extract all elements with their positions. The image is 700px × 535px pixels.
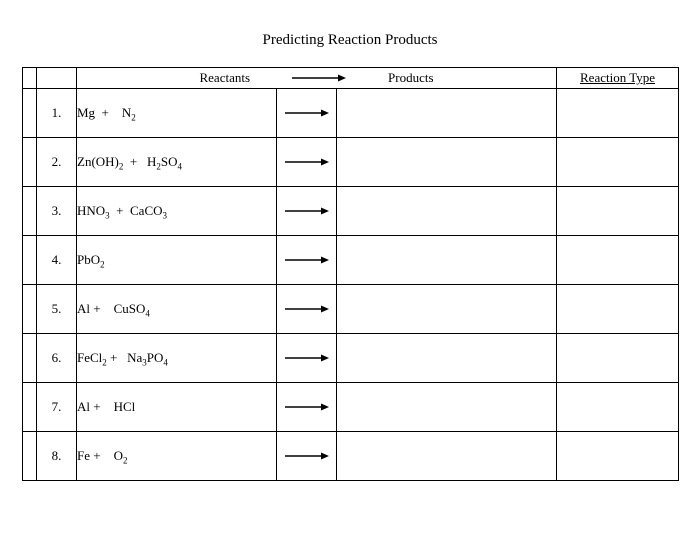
arrow-cell [277, 334, 337, 383]
table-row: 2.Zn(OH)2 + H2SO4 [23, 138, 679, 187]
reactants-cell: PbO2 [77, 236, 277, 285]
header-blank [23, 68, 37, 89]
row-blank [23, 432, 37, 481]
arrow-cell [277, 383, 337, 432]
products-cell [337, 285, 557, 334]
products-cell [337, 432, 557, 481]
arrow-cell [277, 89, 337, 138]
reactants-cell: HNO3 + CaCO3 [77, 187, 277, 236]
row-number: 5. [37, 285, 77, 334]
header-arrow [290, 73, 348, 83]
table-row: 1.Mg + N2 [23, 89, 679, 138]
row-number: 2. [37, 138, 77, 187]
row-number: 4. [37, 236, 77, 285]
reactants-cell: Al + CuSO4 [77, 285, 277, 334]
row-blank [23, 187, 37, 236]
arrow-cell [277, 285, 337, 334]
reactants-cell: FeCl2 + Na3PO4 [77, 334, 277, 383]
row-number: 3. [37, 187, 77, 236]
header-num [37, 68, 77, 89]
products-cell [337, 187, 557, 236]
reaction-type-cell [557, 138, 679, 187]
arrow-cell [277, 236, 337, 285]
worksheet-table: Reactants Products Reaction Type 1.Mg + … [22, 67, 679, 481]
table-row: 8.Fe + O2 [23, 432, 679, 481]
products-cell [337, 89, 557, 138]
reaction-type-cell [557, 89, 679, 138]
page-title: Predicting Reaction Products [0, 0, 700, 67]
reaction-type-cell [557, 432, 679, 481]
reaction-type-cell [557, 383, 679, 432]
row-number: 1. [37, 89, 77, 138]
arrow-cell [277, 138, 337, 187]
header-products-label: Products [388, 70, 434, 86]
products-cell [337, 236, 557, 285]
header-reaction-type: Reaction Type [557, 68, 679, 89]
table-row: 6.FeCl2 + Na3PO4 [23, 334, 679, 383]
arrow-cell [277, 432, 337, 481]
arrow-cell [277, 187, 337, 236]
row-blank [23, 138, 37, 187]
table-row: 7.Al + HCl [23, 383, 679, 432]
row-number: 6. [37, 334, 77, 383]
row-blank [23, 285, 37, 334]
products-cell [337, 138, 557, 187]
table-row: 3.HNO3 + CaCO3 [23, 187, 679, 236]
reaction-type-cell [557, 334, 679, 383]
reactants-cell: Mg + N2 [77, 89, 277, 138]
table-header-row: Reactants Products Reaction Type [23, 68, 679, 89]
row-blank [23, 383, 37, 432]
header-react-prod: Reactants Products [77, 68, 557, 89]
row-blank [23, 236, 37, 285]
reactants-cell: Al + HCl [77, 383, 277, 432]
table-row: 5.Al + CuSO4 [23, 285, 679, 334]
reaction-type-cell [557, 285, 679, 334]
products-cell [337, 334, 557, 383]
reactants-cell: Zn(OH)2 + H2SO4 [77, 138, 277, 187]
row-blank [23, 334, 37, 383]
row-blank [23, 89, 37, 138]
row-number: 7. [37, 383, 77, 432]
table-row: 4.PbO2 [23, 236, 679, 285]
table-body: 1.Mg + N22.Zn(OH)2 + H2SO43.HNO3 + CaCO3… [23, 89, 679, 481]
reaction-type-cell [557, 236, 679, 285]
reactants-cell: Fe + O2 [77, 432, 277, 481]
header-reactants-label: Reactants [199, 70, 250, 86]
reaction-type-cell [557, 187, 679, 236]
products-cell [337, 383, 557, 432]
row-number: 8. [37, 432, 77, 481]
